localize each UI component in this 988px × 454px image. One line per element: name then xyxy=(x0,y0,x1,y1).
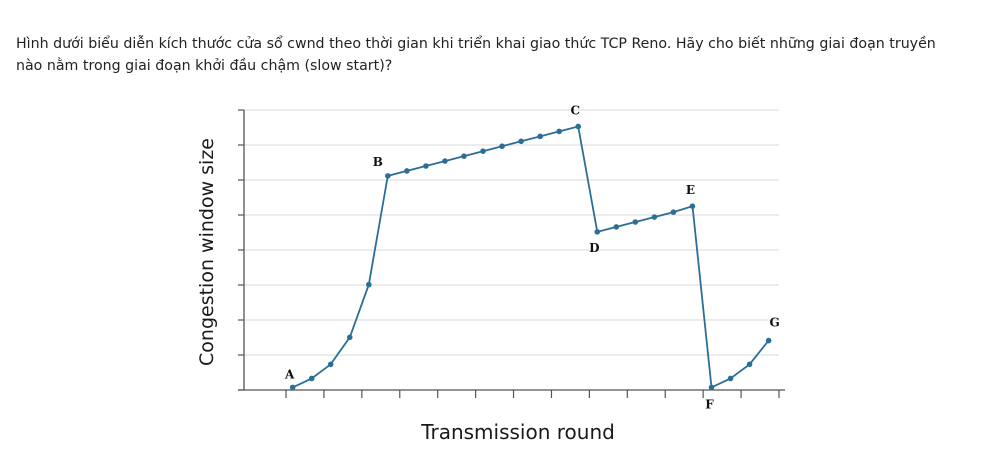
data-point xyxy=(575,123,582,130)
data-point xyxy=(613,224,620,230)
data-point xyxy=(746,361,753,368)
data-point xyxy=(404,168,410,174)
y-axis-label: Congestion window size xyxy=(196,138,218,366)
cwnd-series-line xyxy=(292,125,770,389)
point-label-g: G xyxy=(769,316,779,330)
data-point xyxy=(480,148,486,154)
series-line xyxy=(292,125,770,389)
data-point xyxy=(327,361,334,368)
question-text: Hình dưới biểu diễn kích thước cửa sổ cw… xyxy=(16,36,936,74)
data-point xyxy=(461,153,467,159)
data-point xyxy=(518,138,524,145)
data-point xyxy=(708,384,715,391)
point-label-c: C xyxy=(570,103,580,117)
data-point xyxy=(651,214,658,220)
point-labels: A B C D E F G xyxy=(284,103,780,411)
data-point xyxy=(346,334,353,341)
data-point xyxy=(289,384,296,391)
data-point xyxy=(423,163,429,169)
point-label-f: F xyxy=(705,397,714,411)
data-point xyxy=(594,229,601,235)
data-point xyxy=(499,143,505,150)
data-point xyxy=(308,375,315,382)
axes xyxy=(238,109,785,398)
point-label-a: A xyxy=(284,367,295,381)
x-axis-label: Transmission round xyxy=(420,420,615,444)
data-points xyxy=(289,123,772,391)
data-point xyxy=(442,158,448,164)
data-point xyxy=(366,281,372,288)
data-point xyxy=(670,209,677,215)
data-point xyxy=(537,133,543,140)
data-point xyxy=(765,337,772,344)
point-label-e: E xyxy=(686,183,695,197)
data-point xyxy=(385,173,391,179)
data-point xyxy=(556,128,562,135)
grid-lines xyxy=(244,109,779,356)
data-point xyxy=(727,375,734,382)
point-label-b: B xyxy=(373,155,383,169)
data-point xyxy=(689,203,696,209)
data-point xyxy=(632,219,639,225)
point-label-d: D xyxy=(589,241,599,255)
